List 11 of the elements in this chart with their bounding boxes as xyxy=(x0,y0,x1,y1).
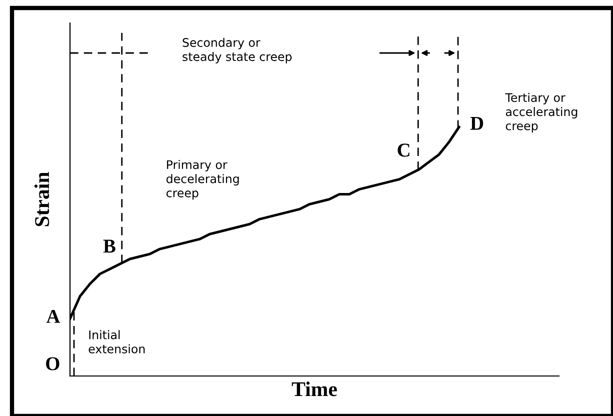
annotation: Primary or decelerating creep xyxy=(166,160,239,200)
x-axis-title: Time xyxy=(292,382,337,396)
text: A xyxy=(46,310,60,323)
text: Secondary or steady state creep xyxy=(182,38,292,64)
annotation: B xyxy=(103,240,116,253)
text: O xyxy=(46,357,60,370)
annotation: Initial extension xyxy=(88,330,145,354)
text: D xyxy=(470,116,484,130)
text: Tertiary or accelerating creep xyxy=(505,92,578,133)
annotation: C xyxy=(398,144,410,157)
y-axis-title: Strain xyxy=(34,172,50,226)
